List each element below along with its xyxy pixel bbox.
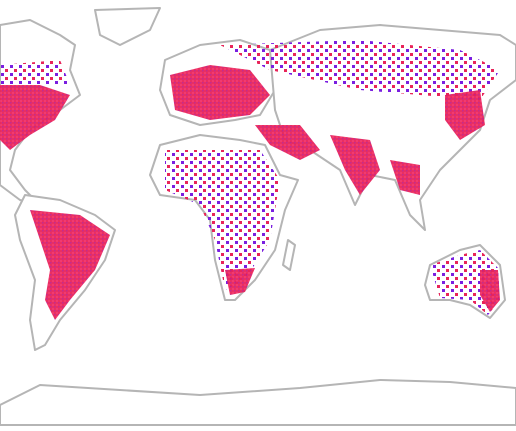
density-overlay — [0, 40, 500, 320]
density-east-asia — [390, 90, 485, 195]
density-middle-east — [255, 125, 320, 160]
density-south-america — [30, 210, 110, 320]
density-europe — [170, 65, 270, 120]
density-australia-coast — [480, 270, 500, 312]
antarctica — [0, 379, 516, 426]
density-russia — [220, 40, 500, 100]
density-south-africa — [225, 268, 255, 295]
density-africa — [165, 150, 280, 290]
density-canada — [0, 60, 70, 85]
madagascar — [282, 239, 296, 271]
density-north-america — [0, 85, 70, 150]
greenland — [94, 7, 161, 46]
density-india — [330, 135, 380, 195]
